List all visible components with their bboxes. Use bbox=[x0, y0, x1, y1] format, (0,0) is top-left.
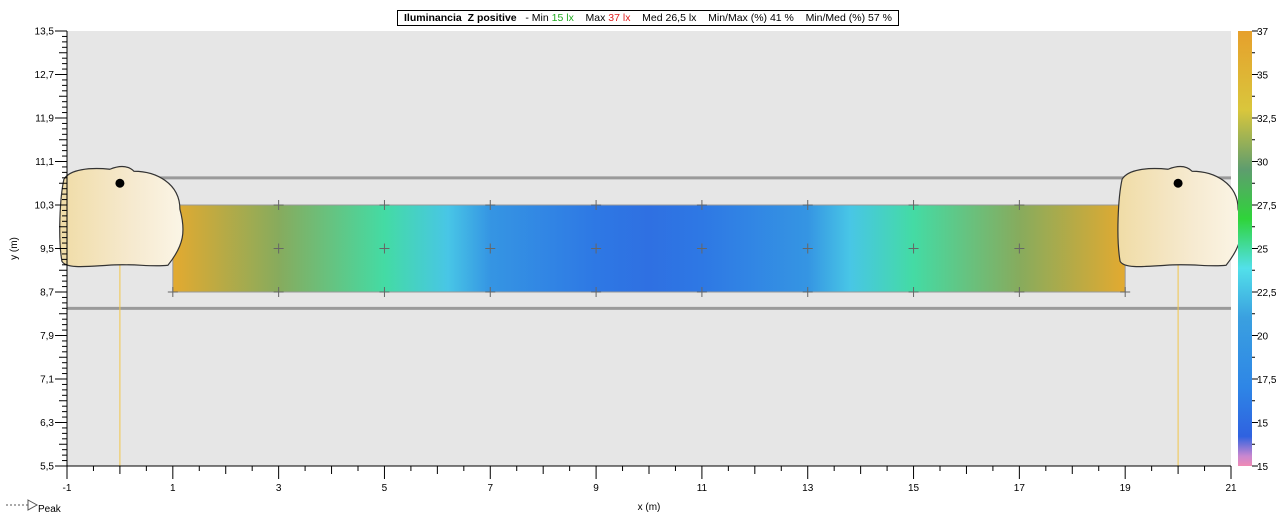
y-tick-label: 8,7 bbox=[40, 288, 54, 299]
grid-point bbox=[908, 287, 919, 297]
stats-title: Iluminancia bbox=[404, 12, 462, 24]
grid-point bbox=[485, 200, 496, 210]
y-tick-label: 9,5 bbox=[40, 244, 54, 255]
colorbar-tick-label: 30 bbox=[1257, 158, 1269, 169]
stats-min-value: 15 lx bbox=[551, 12, 574, 24]
grid-point bbox=[802, 200, 813, 210]
stats-max-value: 37 lx bbox=[608, 12, 631, 24]
luminaires bbox=[59, 165, 1242, 466]
peak-label: Peak bbox=[38, 504, 61, 515]
stats-med-value: 26,5 lx bbox=[665, 12, 697, 24]
grid-point bbox=[908, 243, 919, 254]
stats-minmed-label: Min/Med (%) bbox=[805, 12, 866, 24]
luminaire bbox=[1117, 165, 1242, 466]
grid-point bbox=[1014, 243, 1025, 254]
grid-point bbox=[591, 243, 602, 254]
y-tick-label: 12,7 bbox=[35, 70, 55, 81]
x-tick-label: -1 bbox=[63, 483, 72, 494]
y-tick-label: 11,1 bbox=[35, 157, 54, 168]
colorbar-tick-label: 20 bbox=[1257, 332, 1269, 343]
y-axis-label: y (m) bbox=[9, 237, 20, 260]
luminaire bbox=[59, 165, 184, 466]
stats-max-label: Max bbox=[585, 12, 606, 24]
colorbar-tick-label: 17,5 bbox=[1257, 375, 1277, 386]
grid-point bbox=[696, 200, 707, 210]
x-axis-label: x (m) bbox=[638, 502, 661, 513]
y-tick-label: 7,1 bbox=[40, 375, 54, 386]
grid-point bbox=[379, 287, 390, 297]
luminaire-position-icon bbox=[1173, 178, 1183, 188]
grid-point bbox=[802, 243, 813, 254]
y-tick-label: 5,5 bbox=[40, 462, 54, 473]
illuminance-heatmap bbox=[172, 204, 1126, 293]
grid-point bbox=[273, 287, 284, 297]
x-tick-label: 13 bbox=[802, 483, 814, 494]
grid-point bbox=[1014, 200, 1025, 210]
grid-point bbox=[485, 287, 496, 297]
y-tick-label: 10,3 bbox=[35, 201, 55, 212]
x-tick-label: 11 bbox=[697, 483, 708, 494]
colorbar-tick-label: 25 bbox=[1257, 245, 1269, 256]
grid-point bbox=[696, 243, 707, 254]
stats-med-label: Med bbox=[642, 12, 663, 24]
stats-min-label: - Min bbox=[525, 12, 549, 24]
y-tick-label: 7,9 bbox=[40, 331, 54, 342]
luminaire-position-icon bbox=[115, 178, 125, 188]
grid-point bbox=[273, 243, 284, 254]
grid-point bbox=[379, 243, 390, 254]
colorbar: 37 35 32,5 30 27,5 25 22,5 20 17,5 15 15 bbox=[1238, 27, 1277, 473]
x-tick-label: 1 bbox=[170, 483, 176, 494]
colorbar-tick-label: 35 bbox=[1257, 71, 1269, 82]
colorbar-tick-label: 32,5 bbox=[1257, 114, 1277, 125]
colorbar-gradient bbox=[1238, 31, 1252, 466]
grid-point bbox=[485, 243, 496, 254]
grid-point bbox=[908, 200, 919, 210]
x-tick-label: 5 bbox=[382, 483, 388, 494]
grid-point bbox=[167, 287, 178, 297]
y-tick-label: 6,3 bbox=[40, 418, 54, 429]
x-axis: -1 1 3 5 7 9 11 13 15 17 19 21 bbox=[63, 465, 1237, 494]
y-tick-label: 13,5 bbox=[35, 27, 55, 38]
x-tick-label: 21 bbox=[1225, 483, 1237, 494]
grid-point bbox=[379, 200, 390, 210]
x-tick-label: 17 bbox=[1014, 483, 1026, 494]
grid-point bbox=[1014, 287, 1025, 297]
y-axis: 5,5 6,3 7,1 7,9 8,7 9,5 10,3 11,1 11,9 12,7 13,5 bbox=[35, 27, 68, 473]
luminaire-photometric-outline bbox=[59, 165, 184, 268]
colorbar-tick-label: 27,5 bbox=[1257, 201, 1277, 212]
colorbar-tick-label: 22,5 bbox=[1257, 288, 1277, 299]
x-tick-label: 9 bbox=[593, 483, 599, 494]
stats-surface: Z positive bbox=[467, 12, 517, 24]
statistics-header: Iluminancia Z positive - Min 15 lx Max 3… bbox=[397, 10, 899, 26]
calculation-grid-points bbox=[167, 200, 1131, 297]
x-tick-label: 7 bbox=[487, 483, 493, 494]
x-tick-label: 19 bbox=[1120, 483, 1132, 494]
peak-marker-icon bbox=[6, 499, 39, 511]
road-lines bbox=[67, 176, 1231, 310]
stats-minmax-value: 41 % bbox=[769, 12, 794, 24]
colorbar-tick-label: 15 bbox=[1257, 462, 1269, 473]
grid-point bbox=[1120, 287, 1131, 297]
colorbar-tick-label: 15 bbox=[1257, 419, 1269, 430]
grid-point bbox=[591, 200, 602, 210]
colorbar-tick-label: 37 bbox=[1257, 27, 1269, 38]
stats-minmax-label: Min/Max (%) bbox=[708, 12, 768, 24]
stats-minmed-value: 57 % bbox=[868, 12, 892, 24]
y-tick-label: 11,9 bbox=[35, 114, 54, 125]
grid-point bbox=[802, 287, 813, 297]
x-tick-label: 15 bbox=[908, 483, 920, 494]
grid-point bbox=[696, 287, 707, 297]
grid-point bbox=[273, 200, 284, 210]
grid-point bbox=[591, 287, 602, 297]
x-tick-label: 3 bbox=[276, 483, 282, 494]
